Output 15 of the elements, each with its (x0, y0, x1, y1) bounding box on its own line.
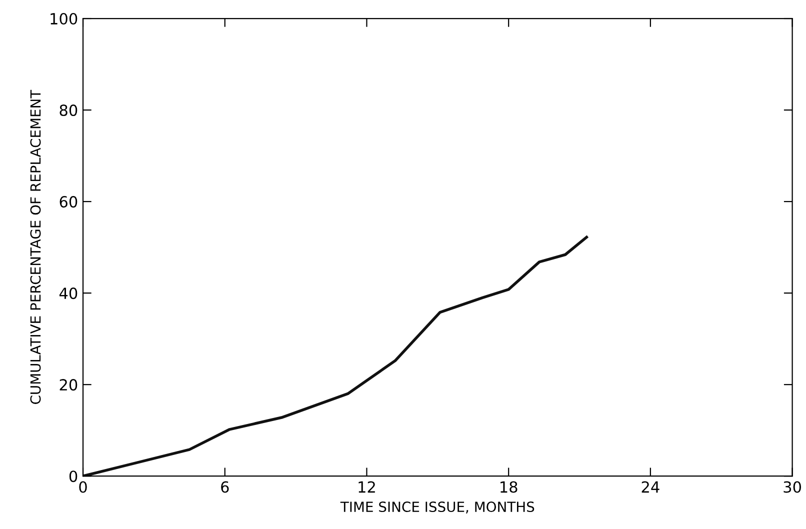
x-tick-label: 0 (79, 481, 87, 493)
y-tick-label: 80 (60, 104, 78, 116)
y-tick-label: 100 (50, 12, 78, 25)
y-tick-label: 40 (59, 288, 78, 300)
y-tick-label: 20 (60, 379, 78, 391)
x-tick-label: 6 (221, 481, 229, 493)
line-series (83, 236, 588, 476)
x-tick-label: 30 (784, 481, 802, 493)
x-tick-label: 12 (358, 481, 375, 493)
y-axis-title: CUMULATIVE PERCENTAGE OF REPLACEMENT (30, 90, 41, 404)
x-tick-label: 18 (500, 481, 518, 493)
y-tick-label: 60 (60, 196, 78, 208)
y-tick-label: 0 (69, 470, 78, 482)
x-tick-label: 24 (642, 481, 660, 493)
x-axis-title: TIME SINCE ISSUE, MONTHS (340, 502, 534, 514)
